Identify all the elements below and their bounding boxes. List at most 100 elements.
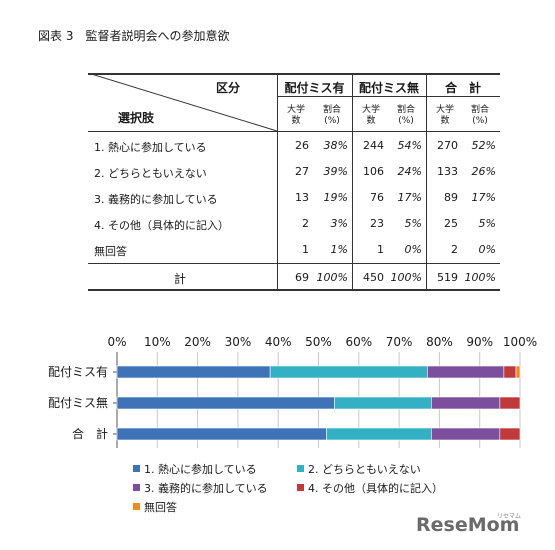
row-label: 4. その他（具体的に記入） bbox=[94, 219, 229, 232]
subheader-pct: 割合 (%) bbox=[391, 105, 421, 127]
total-cell: 69 bbox=[295, 271, 309, 284]
resemom-logo: ReseMom bbox=[416, 514, 520, 536]
group-header: 配付ミス有 bbox=[284, 81, 345, 95]
subheader-line: 割合 bbox=[470, 105, 489, 115]
bar-segment bbox=[499, 427, 521, 441]
bar-segment bbox=[431, 427, 501, 441]
data-table: 区分 選択肢 配付ミス有 配付ミス無 合 計 大学数 割合 (%) 大学数 割合(… bbox=[88, 73, 500, 291]
legend-label: 3. 義務的に参加している bbox=[144, 482, 268, 495]
subheader-line: 数 bbox=[440, 116, 450, 126]
subheader-line: (%) bbox=[472, 116, 488, 126]
table-cell: 1 bbox=[377, 243, 384, 256]
row-label: 1. 熱心に参加している bbox=[94, 141, 207, 154]
figure-title: 図表 3 監督者説明会への参加意欲 bbox=[38, 29, 230, 43]
corner-bottom-label: 選択肢 bbox=[118, 111, 155, 125]
table-cell: 1% bbox=[330, 243, 348, 256]
table-cell: 270 bbox=[437, 139, 458, 152]
resemom-logo-kana: リセマム bbox=[497, 513, 522, 520]
legend-swatch bbox=[297, 484, 304, 491]
legend-swatch bbox=[133, 484, 140, 491]
table-cell: 0% bbox=[404, 243, 422, 256]
bar-segment bbox=[116, 427, 327, 441]
table-cell: 38% bbox=[323, 139, 348, 152]
table-cell: 76 bbox=[370, 191, 384, 204]
bar-segment bbox=[326, 427, 432, 441]
subheader-line: 大学 bbox=[361, 105, 380, 115]
col-rule bbox=[277, 73, 278, 291]
x-tick-label: 100% bbox=[503, 335, 537, 349]
legend-label: 4. その他（具体的に記入） bbox=[308, 482, 443, 495]
x-tick-label: 90% bbox=[466, 335, 493, 349]
subheader-pct: 割合 (%) bbox=[317, 105, 347, 127]
table-cell: 13 bbox=[295, 191, 309, 204]
x-tick-label: 80% bbox=[426, 335, 453, 349]
table-cell: 2 bbox=[302, 217, 309, 230]
table-cell: 133 bbox=[437, 165, 458, 178]
table-cell: 19% bbox=[323, 191, 348, 204]
legend-item: 無回答 bbox=[133, 499, 177, 515]
x-tick-label: 20% bbox=[184, 335, 211, 349]
bar-segment bbox=[503, 365, 517, 379]
table-cell: 39% bbox=[323, 165, 348, 178]
table-top-rule bbox=[88, 73, 500, 75]
category-label: 配付ミス無 bbox=[48, 395, 108, 410]
table-cell: 244 bbox=[363, 139, 384, 152]
legend-label: 1. 熱心に参加している bbox=[144, 463, 257, 476]
subheader-pct: 割合 (%) bbox=[465, 105, 495, 127]
subheader-line: (%) bbox=[398, 116, 414, 126]
table-cell: 5% bbox=[478, 217, 496, 230]
legend-label: 2. どちらともいえない bbox=[308, 463, 421, 476]
table-cell: 5% bbox=[404, 217, 422, 230]
table-cell: 0% bbox=[478, 243, 496, 256]
header-rule bbox=[88, 131, 500, 132]
row-label: 2. どちらともいえない bbox=[94, 167, 207, 180]
table-cell: 52% bbox=[471, 139, 496, 152]
table-cell: 106 bbox=[363, 165, 384, 178]
table-cell: 17% bbox=[397, 191, 422, 204]
corner-top-label: 区分 bbox=[216, 81, 241, 95]
table-cell: 3% bbox=[330, 217, 348, 230]
table-cell: 26 bbox=[295, 139, 309, 152]
total-cell: 519 bbox=[437, 271, 458, 284]
bar-segment bbox=[269, 365, 428, 379]
subheader-line: 割合 bbox=[396, 105, 415, 115]
total-cell: 100% bbox=[390, 271, 422, 284]
bar-segment bbox=[515, 365, 521, 379]
subheader-line: (%) bbox=[324, 116, 340, 126]
legend-item: 2. どちらともいえない bbox=[297, 461, 421, 477]
legend-swatch bbox=[133, 465, 140, 472]
x-tick-label: 40% bbox=[265, 335, 292, 349]
corner-diagonal bbox=[88, 73, 278, 132]
subheader-line: 数 bbox=[291, 116, 301, 126]
x-tick-label: 50% bbox=[305, 335, 332, 349]
table-bottom-rule bbox=[88, 289, 500, 291]
group-header-rule bbox=[277, 96, 500, 97]
total-cell: 100% bbox=[316, 271, 348, 284]
total-cell: 100% bbox=[464, 271, 496, 284]
subheader-line: 割合 bbox=[322, 105, 341, 115]
legend-item: 1. 熱心に参加している bbox=[133, 461, 257, 477]
subheader-count: 大学数 bbox=[358, 105, 384, 127]
table-cell: 54% bbox=[397, 139, 422, 152]
table-cell: 27 bbox=[295, 165, 309, 178]
bar-segment bbox=[431, 396, 501, 410]
subheader-line: 大学 bbox=[286, 105, 305, 115]
total-cell: 450 bbox=[363, 271, 384, 284]
table-cell: 25 bbox=[444, 217, 458, 230]
category-label: 合 計 bbox=[72, 426, 108, 441]
subheader-line: 大学 bbox=[435, 105, 454, 115]
row-label: 無回答 bbox=[94, 245, 127, 258]
legend-item: 3. 義務的に参加している bbox=[133, 480, 268, 496]
col-rule bbox=[352, 73, 353, 291]
legend-swatch bbox=[297, 465, 304, 472]
group-header: 合 計 bbox=[444, 81, 481, 95]
table-cell: 24% bbox=[397, 165, 422, 178]
table-cell: 23 bbox=[370, 217, 384, 230]
table-cell: 1 bbox=[302, 243, 309, 256]
category-label: 配付ミス有 bbox=[48, 365, 108, 379]
row-label: 3. 義務的に参加している bbox=[94, 193, 218, 206]
bar-segment bbox=[116, 365, 271, 379]
total-label: 計 bbox=[174, 272, 187, 286]
x-tick-label: 0% bbox=[107, 335, 126, 349]
